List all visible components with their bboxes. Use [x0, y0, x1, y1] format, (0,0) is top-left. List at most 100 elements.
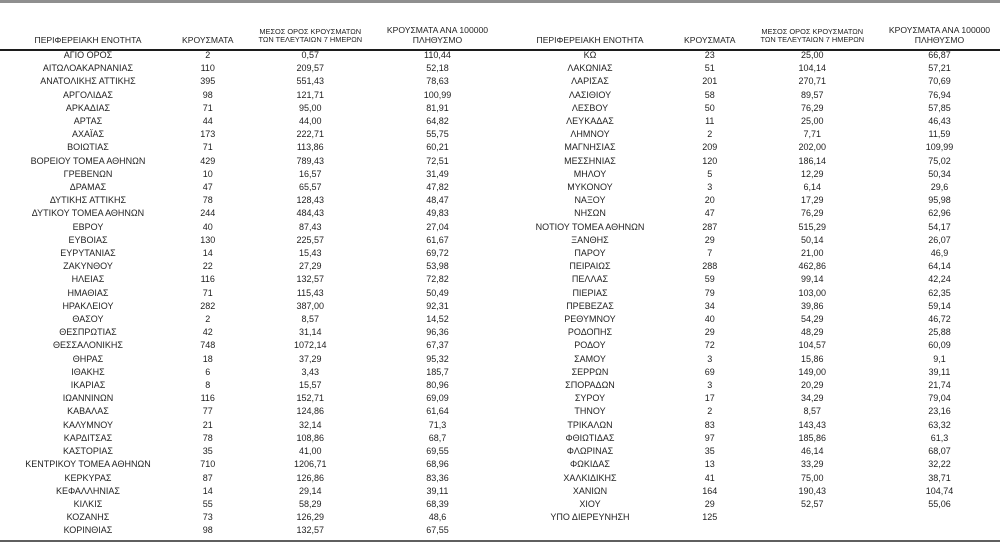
- table-row: ΙΘΑΚΗΣ 6 3,43 185,7: [4, 366, 498, 379]
- table-row: ΣΕΡΡΩΝ 69 149,00 39,11: [506, 366, 1000, 379]
- per100k-cell: 60,21: [426, 142, 449, 153]
- table-row: ΧΑΝΙΩΝ 164 190,43 104,74: [506, 485, 1000, 498]
- avg7-cell: 27,29: [299, 261, 322, 272]
- region-cell: ΣΑΜΟΥ: [574, 353, 606, 364]
- per100k-cell: 78,63: [426, 76, 449, 87]
- cases-cell: 69: [704, 366, 715, 377]
- cases-cell: 710: [200, 459, 216, 470]
- table-row: ΙΚΑΡΙΑΣ 8 15,57 80,96: [4, 379, 498, 392]
- per100k-cell: 79,04: [928, 393, 951, 404]
- avg7-cell: 65,57: [299, 182, 322, 193]
- table-row: ΚΟΡΙΝΘΙΑΣ 98 132,57 67,55: [4, 524, 498, 537]
- per100k-cell: 70,69: [928, 76, 951, 87]
- cases-cell: 58: [704, 89, 715, 100]
- table-row: ΘΑΣΟΥ 2 8,57 14,52: [4, 313, 498, 326]
- table-row: ΦΛΩΡΙΝΑΣ 35 46,14 68,07: [506, 445, 1000, 458]
- region-cell: ΜΑΓΝΗΣΙΑΣ: [564, 142, 616, 153]
- region-cell: ΚΟΖΑΝΗΣ: [66, 512, 110, 523]
- region-cell: ΚΩ: [583, 50, 597, 60]
- region-cell: ΚΑΒΑΛΑΣ: [67, 406, 109, 417]
- cases-cell: 55: [202, 498, 213, 509]
- table-row: ΚΟΖΑΝΗΣ 73 126,29 48,6: [4, 511, 498, 524]
- cases-cell: 34: [704, 300, 715, 311]
- cases-cell: 5: [707, 168, 713, 179]
- per100k-cell: 96,36: [426, 327, 449, 338]
- region-cell: ΘΑΣΟΥ: [72, 314, 104, 325]
- avg7-cell: 0,57: [301, 50, 320, 60]
- table-row: ΠΕΛΛΑΣ 59 99,14 42,24: [506, 273, 1000, 286]
- avg7-cell: 103,00: [798, 287, 827, 298]
- table-row: ΝΟΤΙΟΥ ΤΟΜΕΑ ΑΘΗΝΩΝ 287 515,29 54,17: [506, 221, 1000, 234]
- avg7-cell: 76,29: [801, 102, 824, 113]
- region-cell: ΦΘΙΩΤΙΔΑΣ: [565, 432, 615, 443]
- column-header-region: ΠΕΡΙΦΕΡΕΙΑΚΗ ΕΝΟΤΗΤΑ: [34, 34, 142, 45]
- cases-cell: 29: [704, 498, 715, 509]
- table-row: ΧΑΛΚΙΔΙΚΗΣ 41 75,00 38,71: [506, 472, 1000, 485]
- region-cell: ΕΒΡΟΥ: [72, 221, 104, 232]
- avg7-cell: 126,29: [296, 512, 325, 523]
- region-cell: ΛΑΣΙΘΙΟΥ: [568, 89, 612, 100]
- per100k-cell: 61,67: [426, 234, 449, 245]
- per100k-cell: 81,91: [426, 102, 449, 113]
- table-row: ΘΕΣΠΡΩΤΙΑΣ 42 31,14 96,36: [4, 326, 498, 339]
- per100k-cell: 66,87: [928, 50, 951, 60]
- per100k-cell: 50,34: [928, 168, 951, 179]
- region-cell: ΝΑΞΟΥ: [574, 195, 606, 206]
- cases-cell: 51: [704, 63, 715, 74]
- cases-cell: 73: [202, 512, 213, 523]
- avg7-cell: 143,43: [798, 419, 827, 430]
- column-header-avg7-line1: ΜΕΣΟΣ ΟΡΟΣ ΚΡΟΥΣΜΑΤΩΝ: [761, 26, 864, 36]
- table-row: ΛΕΥΚΑΔΑΣ 11 25,00 46,43: [506, 115, 1000, 128]
- avg7-cell: 87,43: [299, 221, 322, 232]
- region-cell: ΦΛΩΡΙΝΑΣ: [566, 446, 614, 457]
- avg7-cell: 52,57: [801, 498, 824, 509]
- avg7-cell: 34,29: [801, 393, 824, 404]
- avg7-cell: 387,00: [296, 300, 325, 311]
- cases-cell: 72: [704, 340, 715, 351]
- region-cell: ΚΕΡΚΥΡΑΣ: [64, 472, 112, 483]
- cases-cell: 125: [702, 512, 718, 523]
- per100k-cell: 49,83: [426, 208, 449, 219]
- table-row: ΥΠΟ ΔΙΕΡΕΥΝΗΣΗ 125: [506, 511, 1000, 524]
- per100k-cell: 75,02: [928, 155, 951, 166]
- table-row: ΔΥΤΙΚΗΣ ΑΤΤΙΚΗΣ 78 128,43 48,47: [4, 194, 498, 207]
- avg7-cell: 128,43: [296, 195, 325, 206]
- region-cell: ΑΓΙΟ ΟΡΟΣ: [63, 50, 113, 60]
- cases-cell: 83: [704, 419, 715, 430]
- per100k-cell: 11,59: [928, 129, 951, 140]
- avg7-cell: 58,29: [299, 498, 322, 509]
- table-body-right: ΚΩ 23 25,00 66,87 ΛΑΚΩΝΙΑΣ 51 104,14 57,…: [506, 49, 1000, 524]
- avg7-cell: 3,43: [301, 366, 320, 377]
- table-row: ΕΒΡΟΥ 40 87,43 27,04: [4, 221, 498, 234]
- region-cell: ΚΕΝΤΡΙΚΟΥ ΤΟΜΕΑ ΑΘΗΝΩΝ: [25, 459, 151, 470]
- table-row: ΜΑΓΝΗΣΙΑΣ 209 202,00 109,99: [506, 141, 1000, 154]
- region-cell: ΠΙΕΡΙΑΣ: [572, 287, 608, 298]
- cases-cell: 8: [205, 380, 211, 391]
- per100k-cell: 57,85: [928, 102, 951, 113]
- avg7-cell: 20,29: [801, 380, 824, 391]
- table-row: ΗΡΑΚΛΕΙΟΥ 282 387,00 92,31: [4, 300, 498, 313]
- avg7-cell: 15,86: [801, 353, 824, 364]
- table-row: ΑΡΤΑΣ 44 44,00 64,82: [4, 115, 498, 128]
- region-cell: ΛΕΣΒΟΥ: [571, 102, 609, 113]
- table-row: ΠΡΕΒΕΖΑΣ 34 39,86 59,14: [506, 300, 1000, 313]
- per100k-cell: 32,22: [928, 459, 951, 470]
- avg7-cell: 789,43: [296, 155, 325, 166]
- per100k-cell: 110,44: [424, 50, 451, 60]
- header-row: ΠΕΡΙΦΕΡΕΙΑΚΗ ΕΝΟΤΗΤΑ ΚΡΟΥΣΜΑΤΑ ΜΕΣΟΣ ΟΡΟ…: [4, 14, 498, 49]
- per100k-cell: 69,55: [426, 446, 449, 457]
- per100k-cell: 48,6: [428, 512, 447, 523]
- avg7-cell: 76,29: [801, 208, 824, 219]
- region-cell: ΒΟΙΩΤΙΑΣ: [67, 142, 109, 153]
- table-row: ΔΡΑΜΑΣ 47 65,57 47,82: [4, 181, 498, 194]
- per100k-cell: 68,7: [428, 432, 447, 443]
- avg7-cell: 551,43: [296, 76, 325, 87]
- per100k-cell: 55,75: [426, 129, 449, 140]
- region-cell: ΡΕΘΥΜΝΟΥ: [564, 314, 616, 325]
- avg7-cell: 17,29: [801, 195, 824, 206]
- region-cell: ΚΙΛΚΙΣ: [73, 498, 103, 509]
- region-cell: ΛΑΚΩΝΙΑΣ: [567, 63, 613, 74]
- column-header-per100k: ΚΡΟΥΣΜΑΤΑ ΑΝΑ 100000 ΠΛΗΘΥΣΜΟ: [879, 14, 1000, 49]
- avg7-cell: 29,14: [299, 485, 322, 496]
- cases-cell: 2: [707, 406, 713, 417]
